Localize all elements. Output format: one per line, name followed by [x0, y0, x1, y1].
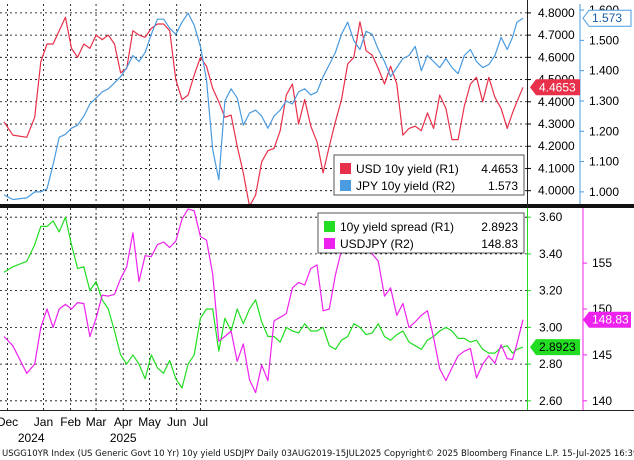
legend-swatch	[324, 221, 335, 232]
x-year-label: 2024	[18, 431, 45, 445]
y-tick-label-spread: 3.60	[539, 210, 563, 224]
legend-label: JPY 10y yield (R2)	[356, 179, 455, 193]
x-tick-label: Jul	[193, 415, 208, 429]
x-tick-label: Mar	[86, 415, 107, 429]
legend-label: USDJPY (R2)	[340, 237, 414, 251]
last-value-text: 4.4653	[539, 80, 576, 94]
y-tick-label-jpy: 1.000	[589, 185, 619, 199]
y-tick-label-usd: 4.4000	[538, 95, 575, 109]
y-tick-label-spread: 2.80	[539, 357, 563, 371]
legend-label: USD 10y yield (R1)	[356, 162, 459, 176]
y-tick-label-usdjpy: 140	[592, 394, 612, 408]
last-value-tag: 148.83	[583, 311, 631, 328]
series-line-0-0	[3, 16, 524, 207]
y-tick-label-usd: 4.6000	[538, 50, 575, 64]
x-tick-label: Jun	[167, 415, 186, 429]
y-tick-label-jpy: 1.500	[589, 33, 619, 47]
y-tick-label-usdjpy: 155	[592, 256, 612, 270]
x-tick-label: Jan	[34, 415, 53, 429]
legend-layer: USD 10y yield (R1) 4.4653 JPY 10y yield (R…	[317, 154, 525, 254]
legend-label: 10y yield spread (R1)	[340, 220, 454, 234]
x-tick-label: Apr	[114, 415, 133, 429]
legend-swatch	[324, 238, 335, 249]
last-value-text: 148.83	[592, 313, 629, 327]
legend-swatch	[340, 180, 351, 191]
last-value-tag: 2.8923	[530, 339, 580, 356]
legend-value: 4.4653	[481, 162, 518, 176]
legend-top: USD 10y yield (R1) 4.4653 JPY 10y yield (R…	[333, 154, 525, 196]
series-line-1-1	[3, 208, 524, 394]
y-tick-label-spread: 3.20	[539, 284, 563, 298]
legend-value: 148.83	[481, 237, 518, 251]
x-tick-label: May	[138, 415, 161, 429]
last-value-tag: 4.4653	[530, 79, 580, 96]
y-tick-label-usd: 4.7000	[538, 28, 575, 42]
x-year-label: 2025	[110, 431, 137, 445]
tag-layer: 4.4653 1.573 2.8923 148.83	[530, 9, 632, 356]
legend-swatch	[340, 163, 351, 174]
y-tick-label-jpy: 1.400	[589, 64, 619, 78]
footer-copyright: USGG10YR Index (US Generic Govt 10 Yr) 1…	[2, 449, 634, 459]
y-tick-label-spread: 3.40	[539, 247, 563, 261]
last-value-tag: 1.573	[582, 9, 632, 27]
legend-value: 1.573	[488, 179, 518, 193]
last-value-text: 1.573	[592, 11, 622, 25]
y-tick-label-usd: 4.3000	[538, 117, 575, 131]
y-tick-label-usd: 4.1000	[538, 161, 575, 175]
x-tick-label: Feb	[60, 415, 81, 429]
x-tick-label: Dec	[0, 415, 18, 429]
legend-bottom: 10y yield spread (R1) 2.8923 USDJPY (R2) 14…	[317, 212, 525, 254]
y-tick-label-usd: 4.2000	[538, 139, 575, 153]
y-tick-label-usd: 4.8000	[538, 6, 575, 20]
legend-value: 2.8923	[481, 220, 518, 234]
y-tick-label-jpy: 1.200	[589, 124, 619, 138]
grid-layer	[0, 4, 527, 410]
y-tick-label-usdjpy: 145	[592, 348, 612, 362]
y-tick-label-usd: 4.0000	[538, 184, 575, 198]
y-tick-label-jpy: 1.100	[589, 155, 619, 169]
last-value-text: 2.8923	[539, 340, 576, 354]
y-tick-label-jpy: 1.300	[589, 94, 619, 108]
series-layer	[3, 12, 524, 394]
y-tick-label-spread: 3.00	[539, 320, 563, 334]
series-line-0-1	[3, 12, 524, 201]
panel-separator	[0, 204, 634, 208]
y-tick-label-spread: 2.60	[539, 394, 563, 408]
